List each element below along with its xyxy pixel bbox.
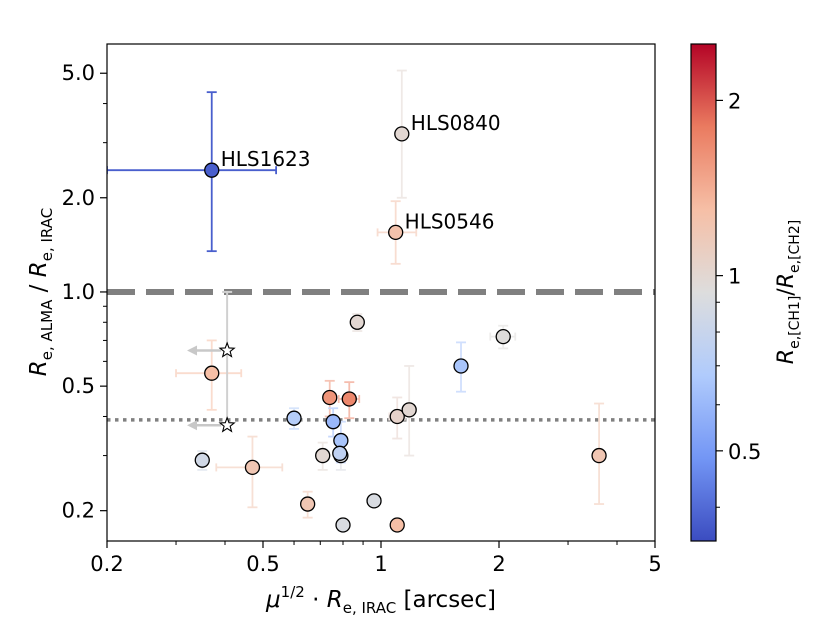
data-points: [194, 126, 607, 533]
data-point: [194, 452, 210, 468]
data-point: [341, 391, 357, 407]
data-point: [204, 162, 220, 178]
colorbar-tick-label: 1: [728, 265, 741, 289]
data-point: [591, 447, 607, 464]
data-point: [349, 314, 365, 330]
x-tick-label: 2: [492, 552, 505, 576]
data-point: [389, 517, 405, 533]
data-point: [325, 414, 341, 430]
data-point: [495, 328, 511, 345]
point-label: HLS0546: [405, 209, 495, 233]
data-point: [389, 408, 405, 425]
limit-arrow-head: [187, 420, 198, 431]
x-axis-label: μ1/2 · Re, IRAC [arcsec]: [265, 583, 496, 617]
data-point: [401, 402, 417, 418]
data-point: [286, 410, 302, 426]
data-point: [315, 447, 331, 464]
y-tick-label: 0.5: [62, 374, 95, 398]
data-point: [394, 126, 410, 142]
x-axis-ticks: 0.2 0.5 1 2 5: [90, 541, 662, 576]
data-point: [453, 358, 469, 374]
point-labels: HLS1623 HLS0840 HLS0546: [221, 111, 501, 234]
upper-limit-star: [218, 416, 236, 433]
colorbar-label: Re,[CH1]/Re,[CH2]: [774, 220, 803, 364]
reference-lines: [107, 288, 655, 422]
x-tick-label: 5: [648, 552, 661, 576]
data-point: [335, 517, 351, 533]
colorbar-ticks: 0.5 1 2: [716, 89, 761, 508]
y-tick-label: 1.0: [62, 280, 95, 304]
colorbar-tick-label: 2: [728, 89, 741, 113]
y-tick-label: 2.0: [62, 186, 95, 210]
upper-limit-star: [218, 341, 236, 358]
data-point: [300, 496, 316, 512]
y-tick-label: 0.2: [62, 499, 95, 523]
y-tick-label: 5.0: [62, 61, 95, 85]
y-axis-ticks: 0.2 0.5 1.0 2.0 5.0: [62, 61, 107, 523]
data-point: [366, 493, 382, 509]
point-label: HLS0840: [411, 111, 501, 135]
x-tick-label: 0.5: [246, 552, 279, 576]
point-label: HLS1623: [221, 147, 311, 171]
limit-arrow-head: [187, 345, 198, 356]
colorbar: [690, 43, 717, 542]
data-point: [333, 432, 349, 449]
data-point: [322, 389, 338, 406]
colorbar-tick-label: 0.5: [728, 440, 761, 464]
x-tick-label: 0.2: [90, 552, 123, 576]
data-point: [388, 224, 404, 241]
data-point: [332, 445, 348, 461]
upper-limit-markers: [187, 290, 236, 433]
data-point: [204, 365, 220, 381]
x-tick-label: 1: [374, 552, 387, 576]
y-axis-label: Re, ALMA / Re, IRAC: [26, 208, 56, 376]
data-point: [244, 459, 261, 476]
